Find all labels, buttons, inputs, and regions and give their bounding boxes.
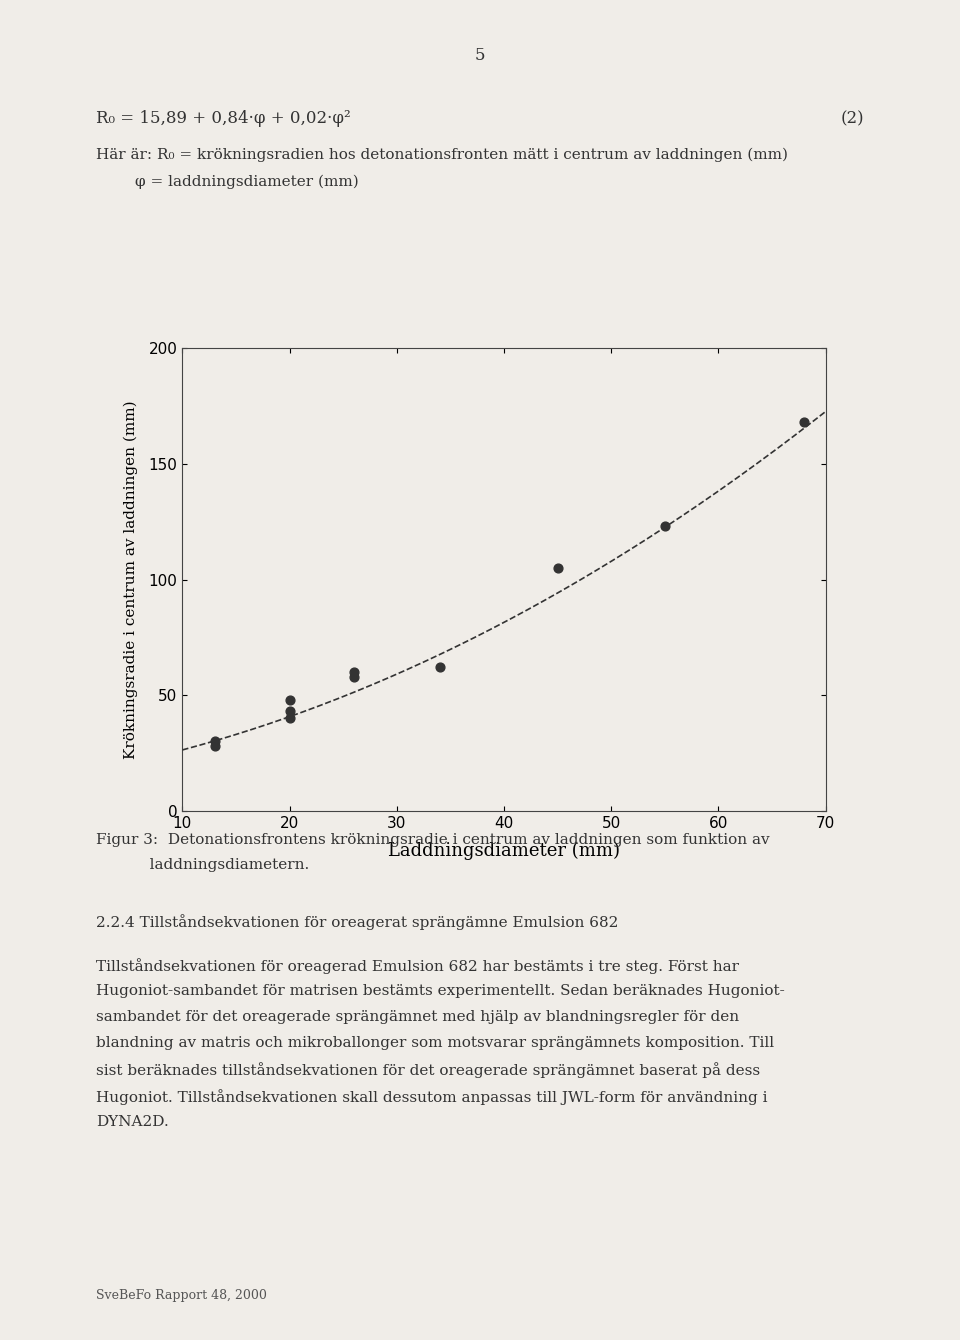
Text: Här är: R₀ = krökningsradien hos detonationsfronten mätt i centrum av laddningen: Här är: R₀ = krökningsradien hos detonat… — [96, 147, 788, 162]
Point — [658, 516, 673, 537]
Point — [347, 662, 362, 683]
Point — [550, 557, 565, 579]
Text: φ = laddningsdiameter (mm): φ = laddningsdiameter (mm) — [96, 174, 359, 189]
Point — [207, 736, 223, 757]
Text: Figur 3:  Detonationsfrontens krökningsradie i centrum av laddningen som funktio: Figur 3: Detonationsfrontens krökningsra… — [96, 833, 770, 847]
Point — [207, 730, 223, 752]
Point — [797, 411, 812, 433]
Text: Tillståndsekvationen för oreagerad Emulsion 682 har bestämts i tre steg. Först h: Tillståndsekvationen för oreagerad Emuls… — [96, 958, 739, 974]
X-axis label: Laddningsdiameter (mm): Laddningsdiameter (mm) — [388, 842, 620, 860]
Text: sist beräknades tillståndsekvationen för det oreagerade sprängämnet baserat på d: sist beräknades tillståndsekvationen för… — [96, 1063, 760, 1079]
Text: sambandet för det oreagerade sprängämnet med hjälp av blandningsregler för den: sambandet för det oreagerade sprängämnet… — [96, 1010, 739, 1024]
Point — [282, 689, 298, 710]
Text: SveBeFo Rapport 48, 2000: SveBeFo Rapport 48, 2000 — [96, 1289, 267, 1302]
Text: blandning av matris och mikroballonger som motsvarar sprängämnets komposition. T: blandning av matris och mikroballonger s… — [96, 1037, 774, 1051]
Text: 2.2.4 Tillståndsekvationen för oreagerat sprängämne Emulsion 682: 2.2.4 Tillståndsekvationen för oreagerat… — [96, 914, 618, 930]
Text: R₀ = 15,89 + 0,84·φ + 0,02·φ²: R₀ = 15,89 + 0,84·φ + 0,02·φ² — [96, 110, 350, 127]
Y-axis label: Krökningsradie i centrum av laddningen (mm): Krökningsradie i centrum av laddningen (… — [123, 401, 137, 758]
Text: DYNA2D.: DYNA2D. — [96, 1115, 169, 1128]
Text: (2): (2) — [840, 110, 864, 127]
Text: laddningsdiametern.: laddningsdiametern. — [96, 858, 309, 871]
Text: 5: 5 — [475, 47, 485, 64]
Text: Hugoniot-sambandet för matrisen bestämts experimentellt. Sedan beräknades Hugoni: Hugoniot-sambandet för matrisen bestämts… — [96, 984, 784, 998]
Point — [282, 708, 298, 729]
Point — [282, 701, 298, 722]
Text: Hugoniot. Tillståndsekvationen skall dessutom anpassas till JWL-form för användn: Hugoniot. Tillståndsekvationen skall des… — [96, 1088, 767, 1104]
Point — [432, 657, 447, 678]
Point — [347, 666, 362, 687]
